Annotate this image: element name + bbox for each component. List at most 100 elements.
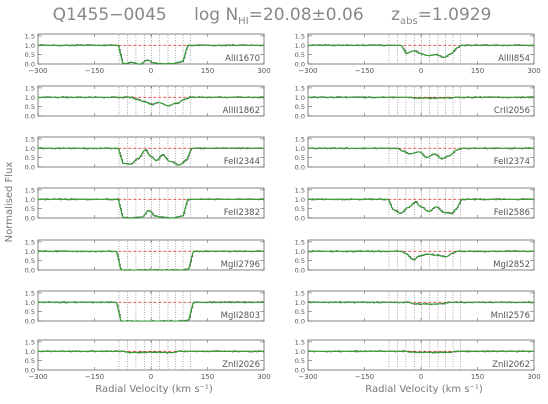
y-tick-label: 1.5	[295, 289, 305, 297]
object-name: Q1455−0045	[53, 5, 167, 25]
y-tick-label: 1.0	[295, 196, 305, 204]
z-abs-value: =1.0929	[418, 5, 492, 25]
y-tick-label: 0.5	[25, 257, 35, 265]
voigt-fit	[308, 96, 534, 99]
y-tick-label: 0.0	[25, 318, 35, 326]
y-tick-label: 0.0	[25, 215, 35, 223]
panel-aliii854: 0.0 0.51.0 1.5 −300 −150 0 150 300 AlIII854	[295, 32, 541, 75]
voigt-fit	[38, 96, 264, 107]
panel-mgi2852: 0.0 0.51.0 1.5 MgI2852	[295, 238, 535, 275]
x-tick-label: 0	[149, 67, 153, 75]
y-tick-label: 0.5	[295, 154, 305, 162]
panel-mnii2576: 0.0 0.51.0 1.5 MnII2576	[295, 289, 535, 326]
x-tick-label: −150	[355, 373, 374, 381]
ion-label: AlIII854	[498, 54, 530, 64]
y-tick-label: 1.0	[295, 145, 305, 153]
y-tick-label: 1.0	[295, 299, 305, 307]
x-tick-label: 150	[201, 373, 214, 381]
panel-znii2026: 0.0 0.51.0 1.5 −300 −150 0 150 300 ZnII2026	[25, 338, 271, 381]
y-tick-label: 1.0	[25, 42, 35, 50]
y-tick-label: 1.5	[25, 32, 35, 40]
figure-title: Q1455−0045 log NHI=20.08±0.06 zabs=1.092…	[53, 5, 492, 27]
y-tick-label: 0.0	[25, 267, 35, 275]
y-tick-label: 1.5	[25, 289, 35, 297]
y-tick-label: 1.0	[295, 42, 305, 50]
y-tick-label: 1.5	[25, 186, 35, 194]
panel-crii2056: 0.0 0.51.0 1.5 CrII2056	[295, 84, 535, 121]
x-tick-label: 0	[149, 373, 153, 381]
x-tick-label: 150	[201, 67, 214, 75]
ion-label: MgII2803	[221, 311, 260, 321]
ion-label: ZnII2062	[492, 360, 530, 370]
voigt-fit	[308, 44, 534, 58]
y-tick-label: 0.0	[295, 215, 305, 223]
y-tick-label: 1.5	[25, 238, 35, 246]
ion-label: FeII2382	[224, 208, 260, 218]
x-tick-label: −150	[85, 373, 104, 381]
svg-text:Q1455−0045 log NHI=20.08: Q1455−0045 log NHI=20.08±0.06 zabs=1.092…	[53, 5, 492, 27]
y-tick-label: 0.5	[25, 205, 35, 213]
y-tick-label: 1.5	[295, 238, 305, 246]
y-tick-label: 1.0	[25, 196, 35, 204]
panel-feii2374: 0.0 0.51.0 1.5 FeII2374	[295, 135, 535, 172]
y-axis-label: Normalised Flux	[4, 162, 15, 243]
panel-feii2344: 0.0 0.51.0 1.5 FeII2344	[25, 135, 265, 172]
x-tick-label: 150	[471, 373, 484, 381]
log-n-label: log N	[194, 5, 238, 25]
y-tick-label: 1.0	[25, 248, 35, 256]
voigt-fit	[308, 301, 534, 305]
x-tick-label: 300	[527, 67, 540, 75]
x-tick-label: −300	[298, 67, 317, 75]
y-tick-label: 0.0	[295, 267, 305, 275]
panel-znii2062: 0.0 0.51.0 1.5 −300 −150 0 150 300 ZnII2062	[295, 338, 541, 381]
ion-label: ZnII2026	[222, 360, 260, 370]
y-tick-label: 0.0	[295, 164, 305, 172]
x-tick-label: −150	[85, 67, 104, 75]
y-tick-label: 0.5	[295, 357, 305, 365]
panel-alii1670: 0.0 0.51.0 1.5 −300 −150 0 150 300 AlII1670	[25, 32, 271, 75]
y-tick-label: 1.0	[295, 248, 305, 256]
voigt-fit	[308, 350, 534, 353]
z-abs-subscript: abs	[400, 16, 418, 27]
voigt-fit	[38, 147, 264, 166]
y-tick-label: 1.5	[25, 84, 35, 92]
y-tick-label: 0.0	[295, 61, 305, 69]
y-tick-label: 1.5	[295, 338, 305, 346]
x-tick-label: 300	[257, 373, 270, 381]
y-tick-label: 0.5	[295, 205, 305, 213]
y-tick-label: 0.5	[25, 103, 35, 111]
y-tick-label: 1.0	[25, 145, 35, 153]
x-tick-label: 300	[527, 373, 540, 381]
y-tick-label: 0.5	[295, 257, 305, 265]
z-abs-label: z	[391, 5, 400, 25]
ion-label: MgII2796	[221, 260, 260, 270]
y-tick-label: 0.5	[295, 308, 305, 316]
y-tick-label: 1.0	[295, 348, 305, 356]
panel-grid: 0.00.51.01.5−300 −150 0 150 300AlII16700.00.…	[25, 32, 541, 381]
ion-label: AlIII1862	[223, 106, 260, 116]
ion-label: CrII2056	[494, 106, 530, 116]
x-tick-label: 300	[257, 67, 270, 75]
y-tick-label: 0.5	[25, 51, 35, 59]
x-tick-label: −300	[28, 373, 47, 381]
ion-label: FeII2374	[494, 157, 530, 167]
y-tick-label: 1.0	[25, 94, 35, 102]
y-tick-label: 1.5	[25, 338, 35, 346]
y-tick-label: 1.5	[25, 135, 35, 143]
y-tick-label: 1.5	[295, 32, 305, 40]
voigt-fit	[308, 198, 534, 214]
x-tick-label: 150	[471, 67, 484, 75]
x-axis-label-left: Radial Velocity (km s⁻¹)	[95, 384, 213, 395]
ion-label: FeII2586	[494, 208, 530, 218]
ion-label: MnII2576	[491, 311, 530, 321]
voigt-fit	[308, 250, 534, 261]
y-tick-label: 1.5	[295, 186, 305, 194]
y-tick-label: 0.0	[25, 113, 35, 121]
y-tick-label: 0.5	[295, 103, 305, 111]
y-tick-label: 0.0	[25, 367, 35, 375]
y-tick-label: 0.0	[295, 113, 305, 121]
x-tick-label: −150	[355, 67, 374, 75]
y-tick-label: 0.0	[25, 61, 35, 69]
y-tick-label: 0.5	[25, 357, 35, 365]
x-tick-label: 0	[419, 373, 423, 381]
